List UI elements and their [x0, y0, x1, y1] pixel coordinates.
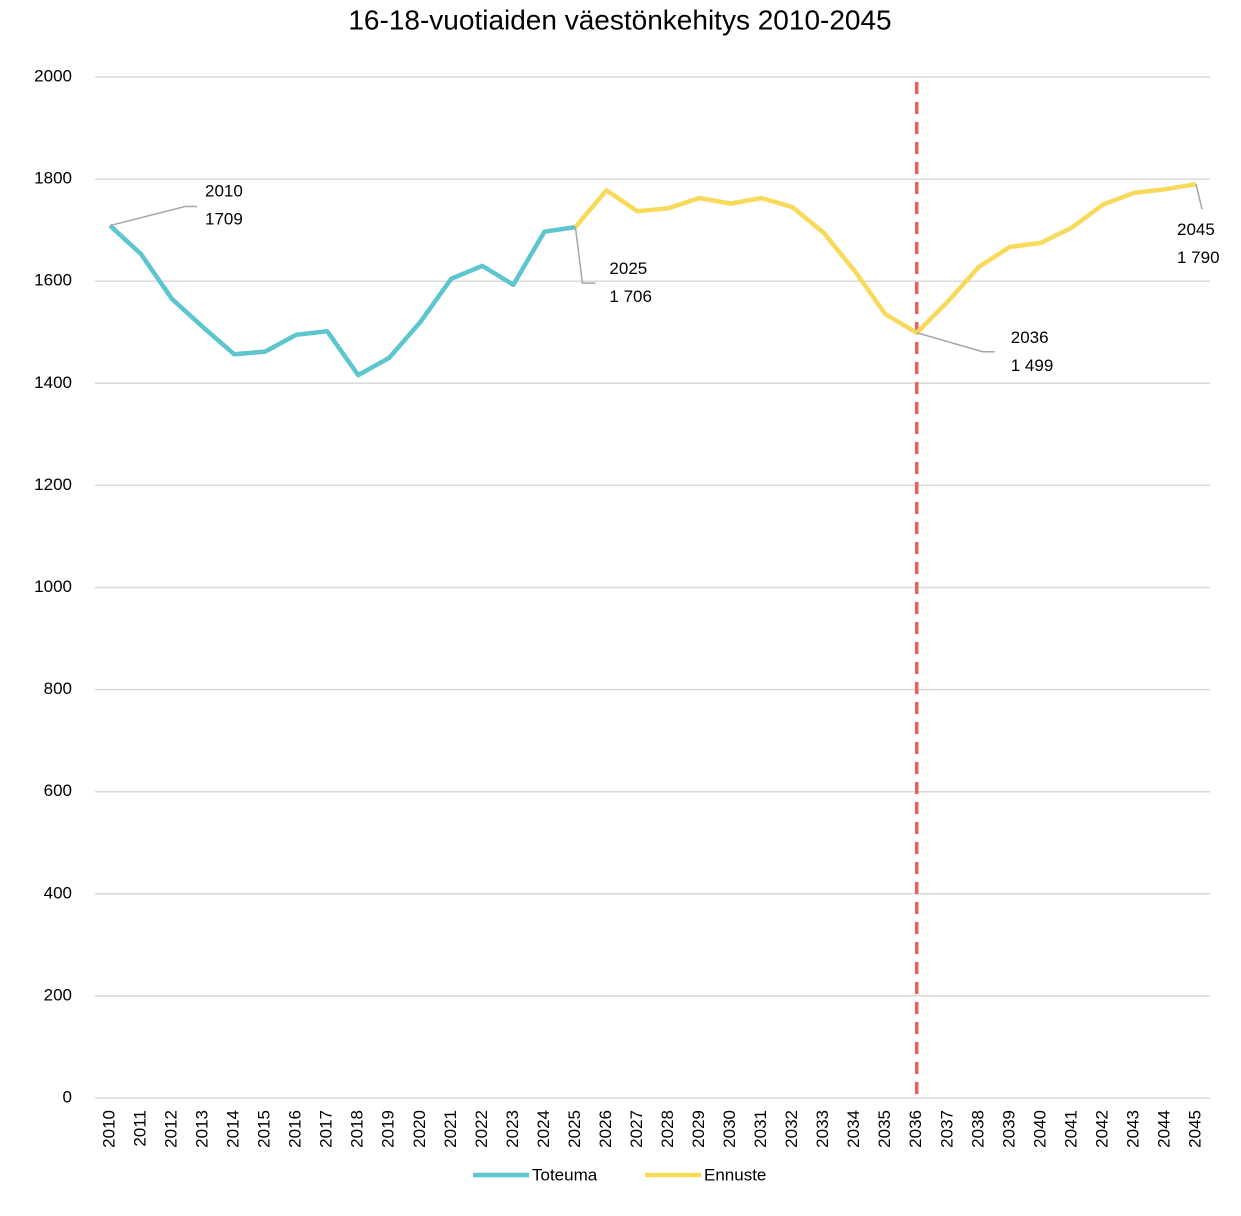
x-tick-label: 2026: [596, 1110, 615, 1148]
y-tick-label: 0: [63, 1087, 72, 1106]
leader-line: [1195, 184, 1203, 210]
legend-label: Ennuste: [704, 1165, 766, 1184]
data-label-value: 1709: [205, 210, 243, 229]
x-tick-label: 2036: [906, 1110, 925, 1148]
x-tick-label: 2040: [1030, 1110, 1049, 1148]
x-tick-label: 2032: [782, 1110, 801, 1148]
x-tick-label: 2021: [441, 1110, 460, 1148]
y-tick-label: 2000: [34, 66, 72, 85]
x-tick-label: 2034: [844, 1110, 863, 1148]
x-tick-label: 2044: [1154, 1110, 1173, 1148]
x-tick-label: 2018: [348, 1110, 367, 1148]
x-tick-label: 2015: [255, 1110, 274, 1148]
y-tick-label: 400: [44, 883, 72, 902]
x-tick-label: 2038: [968, 1110, 987, 1148]
data-label-value: 1 706: [609, 288, 652, 307]
legend-label: Toteuma: [532, 1165, 598, 1184]
x-tick-label: 2042: [1092, 1110, 1111, 1148]
series-line: [573, 181, 1197, 336]
y-tick-label: 1800: [34, 169, 72, 188]
x-tick-label: 2027: [627, 1110, 646, 1148]
x-tick-label: 2037: [937, 1110, 956, 1148]
y-tick-label: 200: [44, 985, 72, 1004]
data-label-value: 1 499: [1011, 356, 1054, 375]
x-tick-label: 2012: [162, 1110, 181, 1148]
x-tick-label: 2043: [1123, 1110, 1142, 1148]
x-tick-label: 2030: [720, 1110, 739, 1148]
leader-line: [916, 332, 995, 353]
y-tick-label: 1600: [34, 271, 72, 290]
data-label: 2036 1 499: [1011, 328, 1054, 375]
y-tick-label: 1000: [34, 577, 72, 596]
x-tick-label: 2011: [131, 1110, 150, 1147]
x-tick-label: 2017: [317, 1110, 336, 1148]
x-tick-label: 2028: [658, 1110, 677, 1148]
y-tick-label: 800: [44, 679, 72, 698]
data-label-category: 2045: [1177, 221, 1215, 240]
leader-line: [109, 205, 197, 227]
x-tick-label: 2023: [503, 1110, 522, 1148]
data-label: 2025 1 706: [609, 260, 652, 307]
data-label-category: 2036: [1011, 328, 1049, 347]
series-line: [108, 223, 576, 378]
chart-title: 16-18-vuotiaiden väestönkehitys 2010-204…: [348, 4, 891, 35]
leader-line: [574, 226, 596, 284]
data-label: 2010 1709: [205, 182, 243, 229]
x-tick-label: 2033: [813, 1110, 832, 1148]
data-label-category: 2010: [205, 182, 243, 201]
x-tick-label: 2019: [379, 1110, 398, 1148]
x-tick-label: 2031: [751, 1110, 770, 1148]
data-label: 2045 1 790: [1177, 221, 1220, 268]
x-tick-label: 2035: [875, 1110, 894, 1148]
x-tick-label: 2022: [472, 1110, 491, 1148]
x-tick-label: 2014: [224, 1110, 243, 1148]
y-tick-label: 1400: [34, 373, 72, 392]
x-tick-label: 2016: [286, 1110, 305, 1148]
data-label-category: 2025: [609, 260, 647, 279]
x-tick-label: 2039: [999, 1110, 1018, 1148]
x-tick-label: 2024: [534, 1110, 553, 1148]
x-tick-label: 2025: [565, 1110, 584, 1148]
x-tick-label: 2029: [689, 1110, 708, 1148]
x-tick-label: 2020: [410, 1110, 429, 1148]
x-tick-label: 2045: [1185, 1110, 1204, 1148]
y-tick-label: 1200: [34, 475, 72, 494]
data-label-value: 1 790: [1177, 249, 1220, 268]
x-tick-label: 2010: [99, 1110, 118, 1148]
x-tick-label: 2013: [193, 1110, 212, 1148]
x-tick-label: 2041: [1061, 1110, 1080, 1148]
y-tick-label: 600: [44, 781, 72, 800]
